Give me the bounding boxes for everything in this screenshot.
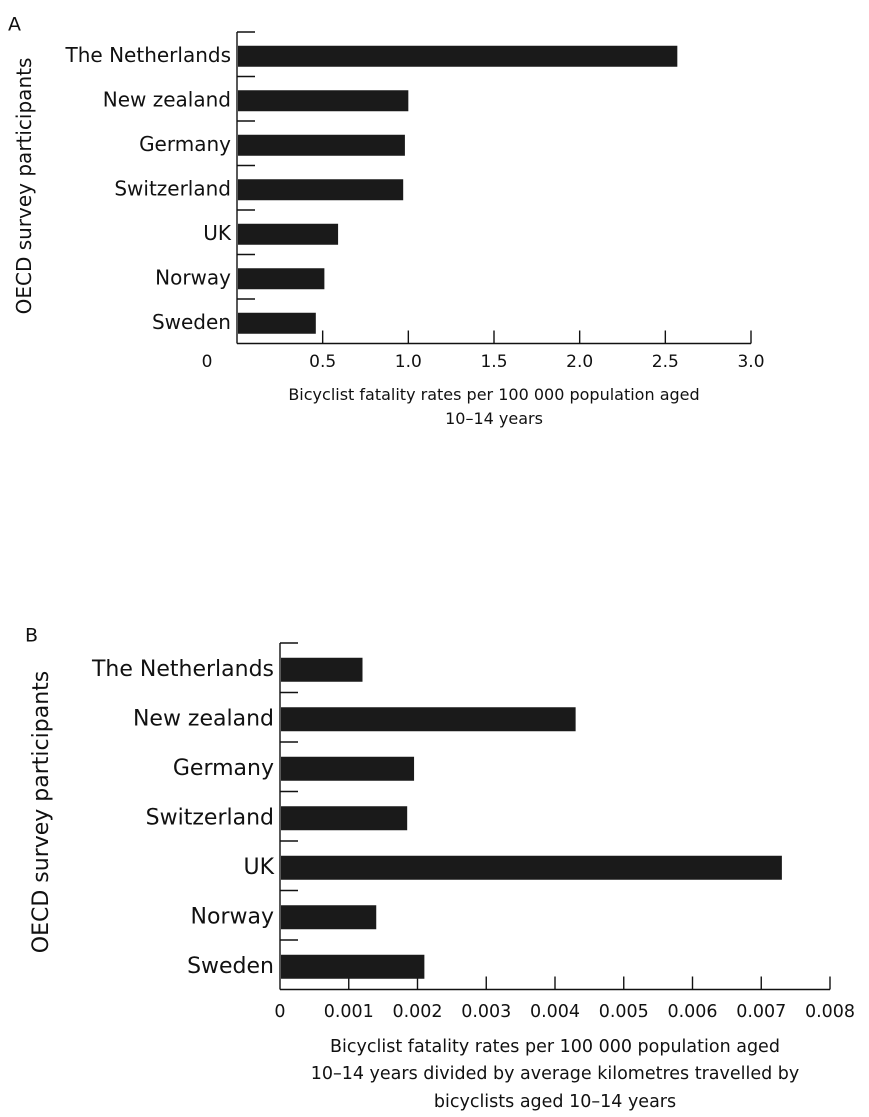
x-tick-label: 1.0 xyxy=(395,352,422,372)
category-label: UK xyxy=(203,221,232,245)
bar xyxy=(238,312,316,334)
chart-panel-B: B 0 0.001 0.002 0.003 0.004 0.005 0.006 0.007 0.0… xyxy=(25,625,855,1113)
x-tick-label: 0.008 xyxy=(805,1002,855,1022)
category-label: Switzerland xyxy=(146,805,274,830)
category-label: Norway xyxy=(191,904,274,929)
bar xyxy=(238,179,404,201)
x-tick-label: 0.5 xyxy=(309,352,336,372)
x-tick-label: 0.001 xyxy=(324,1002,374,1022)
bar xyxy=(281,954,425,979)
category-label: UK xyxy=(243,855,274,880)
x-tick-label: 1.5 xyxy=(480,352,507,372)
x-axis-title: bicyclists aged 10–14 years xyxy=(434,1092,676,1112)
bar xyxy=(281,806,408,831)
x-tick-label: 0.005 xyxy=(599,1002,649,1022)
x-tick-label: 3.0 xyxy=(737,352,764,372)
x-tick-label: 0.004 xyxy=(530,1002,580,1022)
category-label: The Netherlands xyxy=(91,657,274,682)
x-axis-title: 10–14 years divided by average kilometre… xyxy=(311,1064,800,1084)
bar xyxy=(281,855,782,880)
bar xyxy=(281,707,576,732)
bar xyxy=(281,756,415,781)
x-axis-title: Bicyclist fatality rates per 100 000 pop… xyxy=(330,1037,780,1057)
x-tick-label: 0.006 xyxy=(667,1002,717,1022)
category-label: Norway xyxy=(155,265,231,289)
category-label: The Netherlands xyxy=(65,43,231,67)
x-tick-label: 2.0 xyxy=(566,352,593,372)
chart-panel-A: A 0 0.5 1.0 1.5 2.0 2.5 3.0 The Netherlands New z… xyxy=(8,14,765,429)
x-tick-label: 0 xyxy=(274,1002,285,1022)
category-label: Sweden xyxy=(187,954,274,979)
category-label: Sweden xyxy=(152,310,231,334)
category-label: New zealand xyxy=(103,87,231,111)
category-label: Germany xyxy=(139,132,231,156)
x-tick-label: 0.002 xyxy=(392,1002,442,1022)
panel-label: A xyxy=(8,14,21,36)
category-label: Switzerland xyxy=(114,176,231,200)
bar xyxy=(281,905,377,930)
x-tick-label: 0 xyxy=(202,352,213,372)
y-axis-title: OECD survey participants xyxy=(29,671,54,953)
bar xyxy=(238,223,339,245)
bar xyxy=(238,268,325,290)
bar xyxy=(238,90,409,112)
y-axis-title: OECD survey participants xyxy=(12,58,36,315)
x-tick-label: 0.003 xyxy=(461,1002,511,1022)
x-tick-label: 0.007 xyxy=(736,1002,786,1022)
category-label: New zealand xyxy=(133,706,274,731)
bar xyxy=(238,134,405,156)
panel-label: B xyxy=(25,625,38,647)
x-tick-label: 2.5 xyxy=(652,352,679,372)
x-axis-title: 10–14 years xyxy=(445,409,543,428)
bar xyxy=(281,657,363,682)
bar xyxy=(238,45,678,67)
x-axis-title: Bicyclist fatality rates per 100 000 pop… xyxy=(288,385,699,404)
category-label: Germany xyxy=(173,756,274,781)
